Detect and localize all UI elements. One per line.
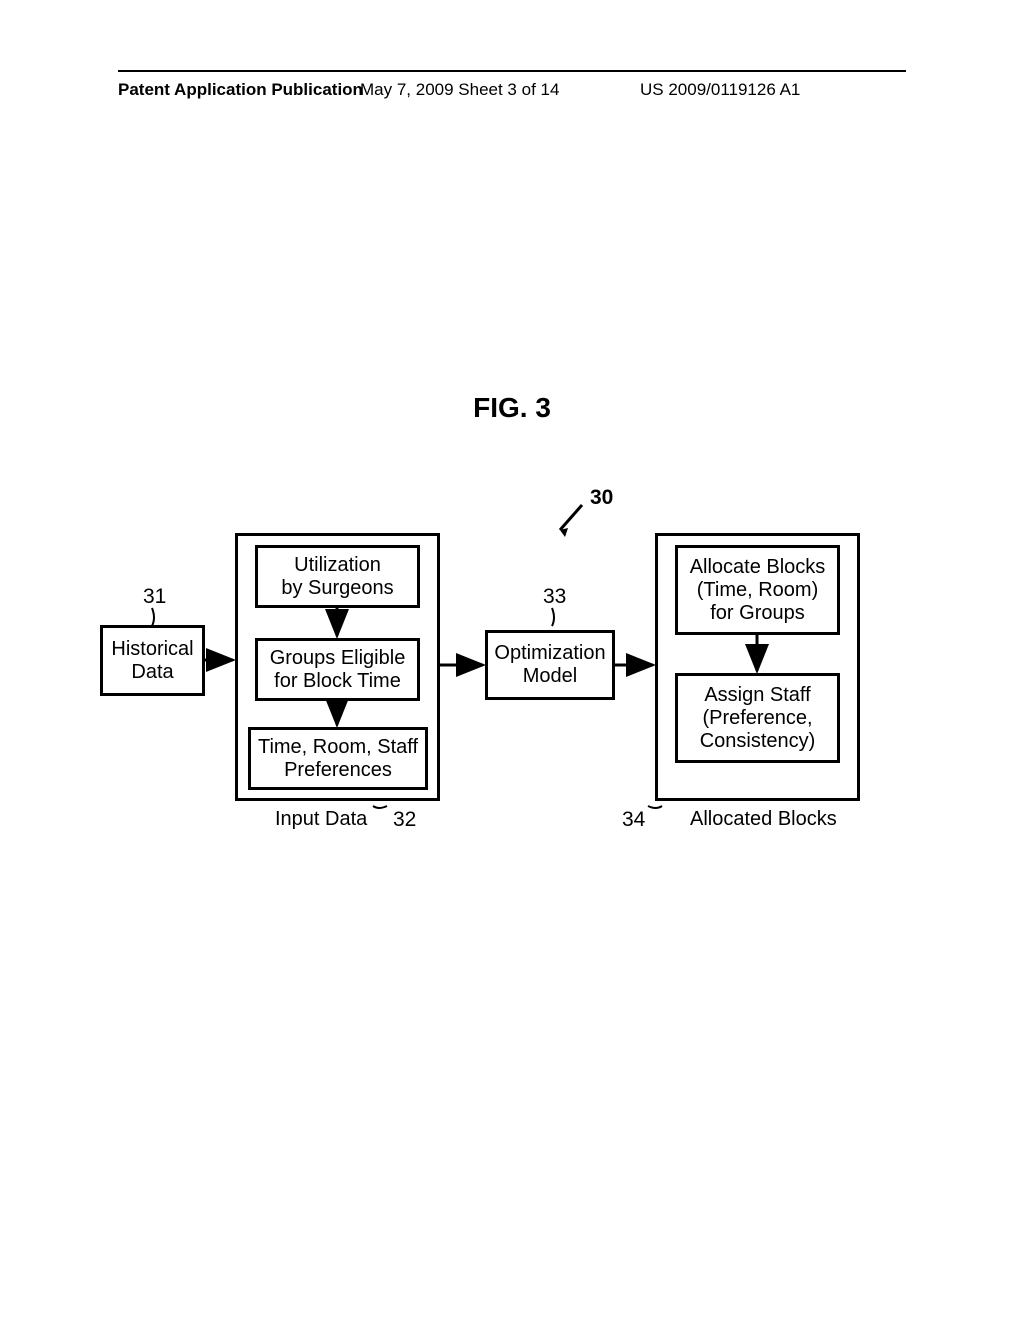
header-left: Patent Application Publication bbox=[118, 80, 363, 100]
flowchart: Historical Data Utilization by Surgeons … bbox=[100, 490, 920, 890]
header-right: US 2009/0119126 A1 bbox=[640, 80, 800, 100]
figure-title: FIG. 3 bbox=[0, 392, 1024, 424]
header-middle: May 7, 2009 Sheet 3 of 14 bbox=[360, 80, 559, 100]
arrows-layer bbox=[100, 490, 920, 890]
header-rule bbox=[118, 70, 906, 72]
